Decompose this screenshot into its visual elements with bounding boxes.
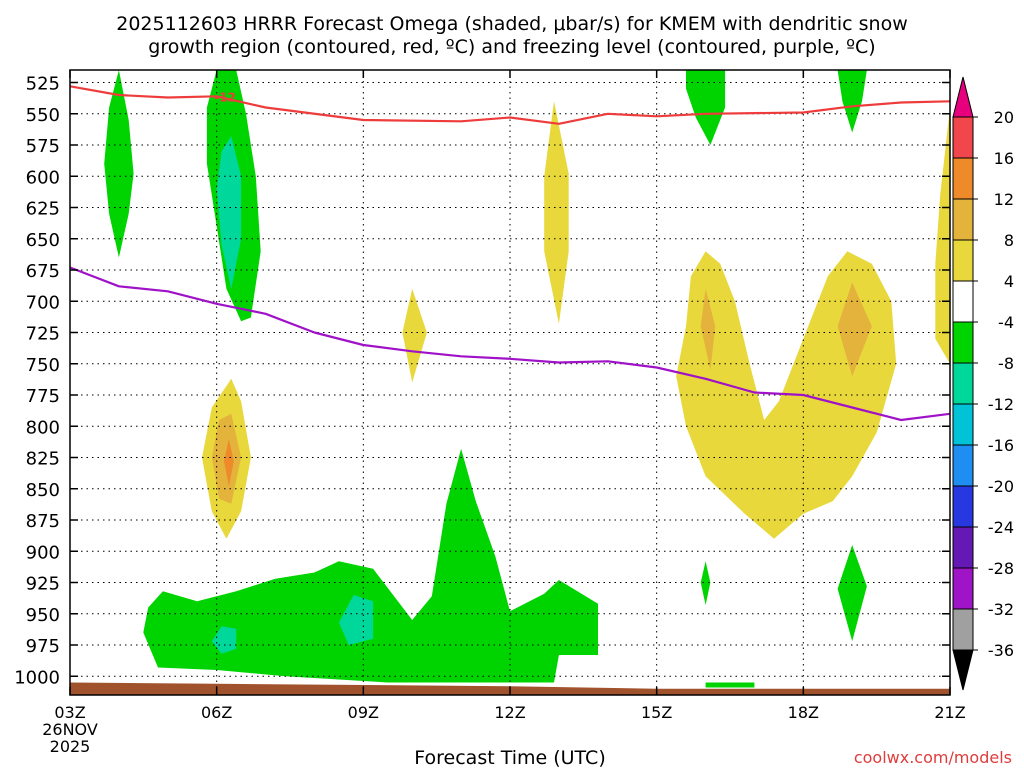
omega-region-green-ascent-16z-surface xyxy=(705,682,755,688)
colorbar-label: 8 xyxy=(1004,231,1014,250)
colorbar-bin xyxy=(952,444,974,487)
omega-region-yellow-descent-21z xyxy=(935,107,950,364)
x-tick-label: 12Z xyxy=(494,703,525,722)
y-tick-label: 875 xyxy=(26,511,60,532)
watermark: coolwx.com/models xyxy=(854,748,1012,767)
colorbar-bin xyxy=(952,608,974,651)
colorbar-bin xyxy=(952,403,974,446)
colorbar-cap-top xyxy=(952,76,974,118)
y-tick-label: 975 xyxy=(26,636,60,657)
y-tick-label: 600 xyxy=(26,167,60,188)
x-tick-label: 06Z xyxy=(201,703,232,722)
colorbar-label: -36 xyxy=(988,641,1014,660)
omega-region-green-ascent-16z-small xyxy=(700,561,711,605)
y-tick-label: 725 xyxy=(26,324,60,345)
dendritic-minus12-line xyxy=(70,85,950,125)
y-tick-label: 1000 xyxy=(14,667,60,688)
colorbar-bin xyxy=(952,157,974,200)
omega-region-orange-descent-19z xyxy=(837,282,872,377)
colorbar-label: -20 xyxy=(988,477,1014,496)
colorbar: 20 16 12 8 4 -4 -8 -12 -16 -20 -24 -28 -32 -36 xyxy=(952,76,1014,691)
freezing-level-line xyxy=(70,266,950,422)
y-tick-label: 575 xyxy=(26,136,60,157)
x-tick-label: 03Z xyxy=(54,703,85,722)
colorbar-cap-bottom xyxy=(952,649,974,691)
y-tick-label: 950 xyxy=(26,605,60,626)
colorbar-bin xyxy=(952,198,974,241)
y-tick-label: 625 xyxy=(26,199,60,220)
dendritic-contour-label: -12 xyxy=(214,90,236,104)
y-tick-label: 850 xyxy=(26,480,60,501)
date-label-year: 2025 xyxy=(50,737,91,756)
omega-region-teal-ascent-09z-low xyxy=(338,595,374,645)
colorbar-bin xyxy=(952,526,974,569)
y-tick-label: 675 xyxy=(26,261,60,282)
colorbar-bin xyxy=(952,239,974,282)
colorbar-bin xyxy=(952,362,974,405)
colorbar-label: -28 xyxy=(988,559,1014,578)
y-tick-label: 775 xyxy=(26,386,60,407)
colorbar-label: 20 xyxy=(994,108,1014,127)
y-tick-label: 800 xyxy=(26,417,60,438)
omega-region-yellow-descent-10z-mid xyxy=(402,288,427,383)
colorbar-bin xyxy=(952,567,974,610)
omega-region-green-ascent-0415z-upper xyxy=(104,70,134,258)
x-axis-title: Forecast Time (UTC) xyxy=(414,747,605,768)
omega-region-red-descent-07z-core xyxy=(224,438,234,487)
y-tick-label: 900 xyxy=(26,542,60,563)
colorbar-bin xyxy=(952,485,974,528)
y-tick-label: 525 xyxy=(26,74,60,95)
x-axis: 03Z 06Z 09Z 12Z 15Z 18Z 21Z xyxy=(54,70,966,722)
x-tick-label: 15Z xyxy=(641,703,672,722)
date-label-day: 26NOV xyxy=(42,720,98,739)
colorbar-label: -12 xyxy=(988,395,1014,414)
colorbar-bin xyxy=(952,321,974,364)
y-tick-label: 650 xyxy=(26,230,60,251)
y-tick-label: 750 xyxy=(26,355,60,376)
omega-region-green-ascent-19z-small xyxy=(837,545,867,642)
y-tick-label: 550 xyxy=(26,105,60,126)
contour-lines: -12 xyxy=(70,85,950,422)
grid-lines xyxy=(70,70,950,695)
y-tick-label: 925 xyxy=(26,574,60,595)
colorbar-label: -32 xyxy=(988,600,1014,619)
colorbar-bin xyxy=(952,280,974,323)
colorbar-bin xyxy=(952,116,974,159)
x-tick-label: 09Z xyxy=(348,703,379,722)
x-tick-label: 21Z xyxy=(934,703,965,722)
colorbar-label: -24 xyxy=(988,518,1014,537)
x-tick-label: 18Z xyxy=(788,703,819,722)
chart-title-line1: 2025112603 HRRR Forecast Omega (shaded, … xyxy=(116,13,908,35)
omega-region-orange-descent-16z xyxy=(700,288,716,370)
omega-region-green-ascent-boundary-layer xyxy=(143,448,599,683)
colorbar-label: -8 xyxy=(998,354,1014,373)
omega-shading xyxy=(104,70,950,688)
colorbar-label: -16 xyxy=(988,436,1014,455)
colorbar-label: 12 xyxy=(994,190,1014,209)
colorbar-label: 16 xyxy=(994,149,1014,168)
y-tick-label: 825 xyxy=(26,449,60,470)
omega-region-green-ascent-19z-top xyxy=(837,70,867,133)
colorbar-label: -4 xyxy=(998,313,1014,332)
y-axis: 525 550 575 600 625 650 675 700 725 750 775 800 825 8… xyxy=(14,74,950,688)
omega-region-teal-ascent-07z-low xyxy=(211,626,237,654)
omega-region-teal-ascent-07z-core xyxy=(216,136,242,289)
chart-title-line2: growth region (contoured, red, ºC) and f… xyxy=(148,36,875,58)
omega-region-green-ascent-16z-top xyxy=(686,70,726,145)
y-tick-label: 700 xyxy=(26,292,60,313)
colorbar-label: 4 xyxy=(1004,272,1014,291)
omega-region-yellow-descent-13z-upper xyxy=(544,101,569,324)
